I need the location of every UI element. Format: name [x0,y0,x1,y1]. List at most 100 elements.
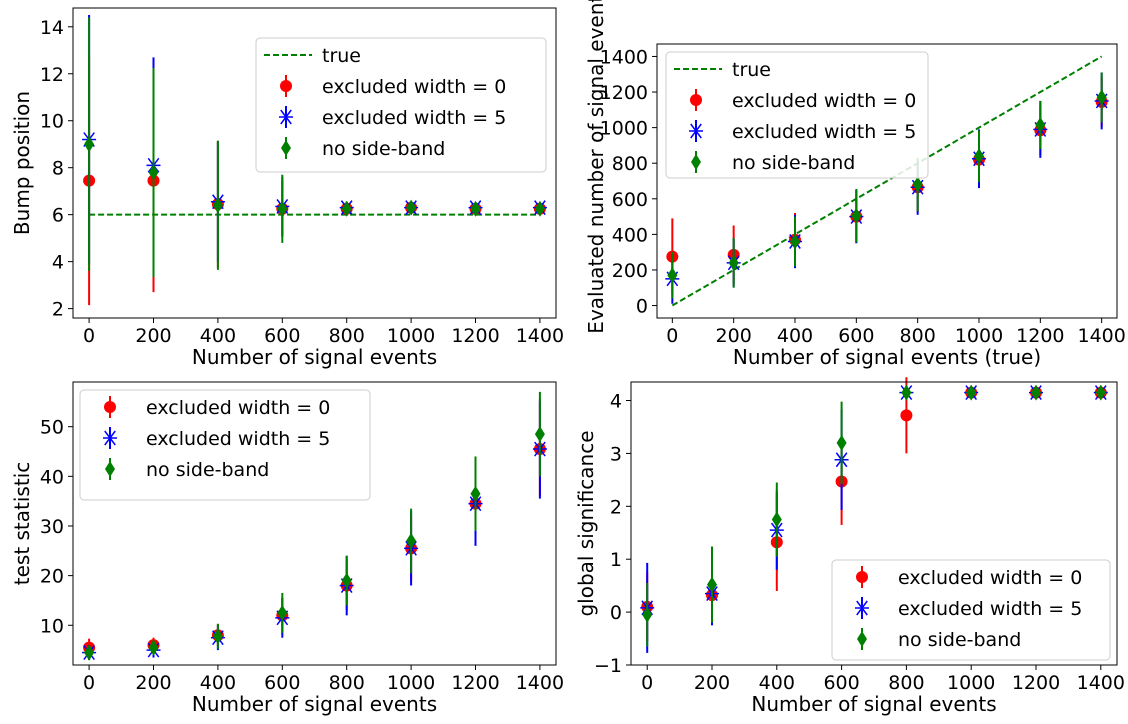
legend-label: no side-band [322,138,445,160]
x-tick-label: 0 [641,672,653,694]
x-tick-label: 1200 [1012,672,1060,694]
x-tick-label: 1000 [955,325,1003,347]
data-point [707,576,717,593]
legend-label: excluded width = 0 [898,567,1082,589]
y-tick-label: 2 [52,299,64,321]
x-tick-label: 200 [135,672,171,694]
data-point [470,485,481,502]
legend-marker [690,94,702,106]
legend-label: excluded width = 5 [146,428,330,450]
legend-label: no side-band [732,152,855,174]
x-tick-label: 600 [264,325,300,347]
data-point [771,511,782,528]
legend: true excluded width = 0 excluded width = 5… [255,37,547,173]
y-tick-label: 6 [52,205,64,227]
y-tick-label: 10 [40,111,64,133]
legend-label: excluded width = 0 [322,76,506,98]
data-point [534,426,545,443]
legend: true excluded width = 0 excluded width = 5… [665,51,929,179]
y-tick-label: 4 [610,391,622,413]
data-point [1035,116,1046,133]
data-point [277,200,288,217]
axes-frame [72,381,557,666]
axes-frame [72,7,557,319]
y-axis-label: Bump position [10,91,34,235]
x-tick-label: 1000 [387,672,435,694]
x-tick-label: 1000 [947,672,995,694]
data-point [642,606,653,623]
data-point [901,384,912,401]
legend-frame [831,559,1111,661]
axes-frame [656,43,1118,319]
y-tick-label: 400 [612,224,648,246]
y-tick-label: 1 [610,549,622,571]
x-tick-label: 1400 [1077,325,1125,347]
y-tick-label: 14 [40,17,64,39]
legend-label: excluded width = 5 [898,598,1082,620]
y-tick-label: 3 [610,443,622,465]
x-tick-label: 1000 [387,325,435,347]
legend-frame [665,51,929,179]
data-point [406,199,417,216]
data-point [966,384,977,401]
y-tick-label: 10 [40,615,64,637]
data-point [277,604,288,621]
legend-marker [691,154,701,170]
x-axis-label: Number of signal events (true) [733,345,1041,369]
x-tick-label: 0 [83,672,95,694]
legend-label: excluded width = 5 [732,121,916,143]
series-3 [642,384,1106,647]
axes-frame [630,381,1118,666]
chart-panel-1: 0 200 400 600 800 1000 1200 1400 2 4 6 8 10 12 14 Numbe… [10,7,564,369]
data-point [148,639,159,656]
data-point [900,409,913,422]
x-tick-label: 400 [200,325,236,347]
y-tick-label: 4 [52,252,64,274]
legend: excluded width = 0 excluded width = 5 no s… [831,559,1111,661]
legend-marker [689,123,703,139]
legend-marker [857,631,867,647]
data-point [912,176,923,193]
data-point [1096,89,1107,106]
y-tick-label: 1200 [600,82,648,104]
x-tick-label: 200 [716,325,752,347]
y-tick-label: 50 [40,417,64,439]
legend-label: no side-band [898,629,1021,651]
data-point [212,628,223,645]
y-tick-label: 2 [610,496,622,518]
data-point [851,207,862,224]
legend-marker [279,109,293,125]
y-tick-label: 40 [40,466,64,488]
x-tick-label: 800 [888,672,924,694]
data-point [84,136,95,153]
series-3 [84,391,545,661]
legend-marker [281,140,291,156]
y-tick-label: 20 [40,566,64,588]
y-axis-label: global significance [574,430,598,616]
true-line [671,55,1103,307]
data-point [406,532,417,549]
legend-label: true [322,45,361,67]
y-tick-label: 200 [612,260,648,282]
data-point [148,164,159,181]
legend-label: true [732,59,771,81]
data-point [1095,384,1106,401]
data-point [534,200,545,217]
x-tick-label: 1400 [1077,672,1125,694]
data-point [974,148,984,165]
legend-marker [280,80,292,92]
legend-label: excluded width = 0 [732,90,916,112]
y-tick-label: 0 [610,602,622,624]
y-tick-label: 600 [612,189,648,211]
x-tick-label: 1200 [451,325,499,347]
data-point [341,572,352,589]
x-tick-label: 400 [759,672,795,694]
series-3 [84,17,545,277]
data-point [667,267,678,284]
data-point [790,233,800,250]
x-tick-label: 0 [666,325,678,347]
y-tick-label: −1 [594,655,622,677]
legend-marker [855,600,869,616]
x-tick-label: 800 [329,672,365,694]
